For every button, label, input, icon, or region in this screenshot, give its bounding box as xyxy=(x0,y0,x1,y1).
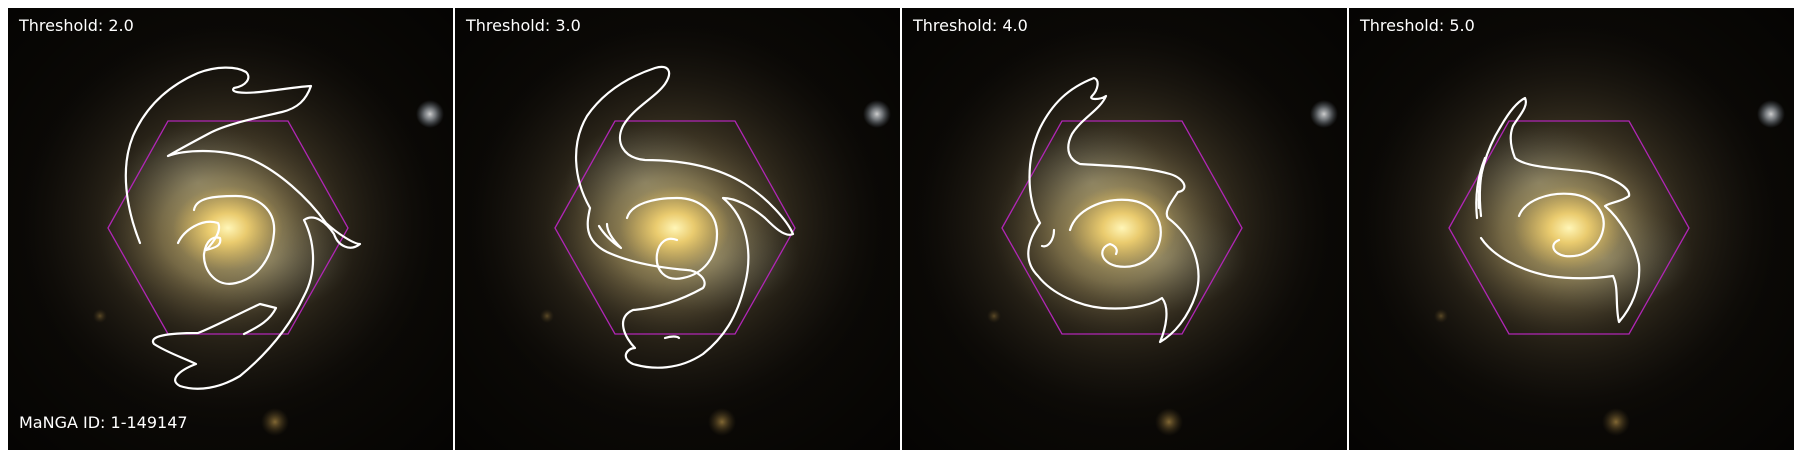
galaxy-panel-threshold-5: Threshold: 5.0 xyxy=(1349,8,1794,450)
galaxy-panel-threshold-3: Threshold: 3.0 xyxy=(455,8,900,450)
galaxy-panel-threshold-4: Threshold: 4.0 xyxy=(902,8,1347,450)
threshold-label: Threshold: 2.0 xyxy=(19,16,134,35)
galaxy-image xyxy=(902,8,1347,450)
galaxy-image xyxy=(1349,8,1794,450)
galaxy-image xyxy=(455,8,900,450)
ifu-hexagon xyxy=(1001,120,1243,335)
galaxy-panel-threshold-2: Threshold: 2.0 MaNGA ID: 1-149147 xyxy=(8,8,453,450)
ifu-hexagon xyxy=(554,120,796,335)
contour-lines xyxy=(1475,96,1641,324)
galaxy-id-label: MaNGA ID: 1-149147 xyxy=(19,413,188,432)
threshold-label: Threshold: 5.0 xyxy=(1360,16,1475,35)
contour-lines xyxy=(574,65,795,369)
galaxy-image xyxy=(8,8,453,450)
contour-lines xyxy=(124,66,362,390)
ifu-hexagon xyxy=(1448,120,1690,335)
threshold-label: Threshold: 4.0 xyxy=(913,16,1028,35)
threshold-label: Threshold: 3.0 xyxy=(466,16,581,35)
contour-lines xyxy=(1027,76,1200,344)
